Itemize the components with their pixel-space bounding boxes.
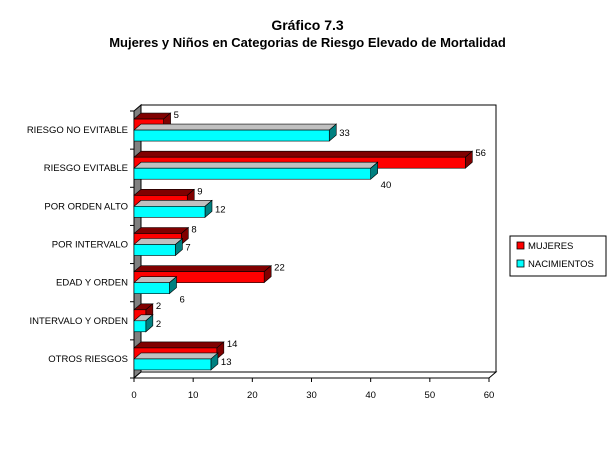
data-label: 5	[174, 110, 179, 121]
chart-title-block: Gráfico 7.3 Mujeres y Niños en Categoria…	[0, 16, 615, 52]
category-label: RIESGO EVITABLE	[44, 163, 128, 174]
legend-label: MUJERES	[528, 241, 573, 252]
category-label: EDAD Y ORDEN	[56, 278, 128, 289]
bar	[133, 320, 147, 333]
bar	[133, 206, 206, 218]
data-label: 12	[215, 204, 226, 215]
data-label: 8	[191, 225, 196, 236]
bar	[133, 358, 212, 371]
chart-subtitle: Mujeres y Niños en Categorias de Riesgo …	[109, 35, 506, 50]
bar-top-face	[133, 189, 196, 196]
category-label: INTERVALO Y ORDEN	[29, 316, 128, 327]
data-label: 6	[180, 295, 185, 306]
bar-top-face	[133, 161, 379, 169]
data-label: 40	[381, 180, 392, 191]
chart-title: Gráfico 7.3	[271, 17, 344, 33]
plot-floor	[132, 371, 498, 379]
data-label: 33	[339, 128, 350, 139]
category-label: POR INTERVALO	[52, 240, 128, 251]
bar	[133, 129, 330, 142]
x-tick-label: 40	[365, 390, 376, 401]
x-tick-label: 50	[425, 390, 436, 401]
bar-top-face	[133, 341, 225, 349]
data-label: 14	[227, 339, 238, 350]
x-tick-label: 0	[131, 390, 136, 401]
bar-top-face	[133, 352, 219, 360]
data-label: 2	[156, 319, 161, 330]
data-label: 2	[156, 301, 161, 312]
bar	[133, 167, 371, 180]
bar-top-face	[133, 227, 190, 234]
bar	[133, 244, 176, 256]
bar-top-face	[133, 123, 338, 131]
plot-back-wall	[140, 104, 497, 373]
bar-top-face	[133, 238, 184, 245]
x-tick-label: 30	[306, 390, 317, 401]
category-label: POR ORDEN ALTO	[44, 201, 128, 212]
data-label: 7	[185, 243, 190, 254]
data-label: 56	[475, 148, 486, 159]
bar-top-face	[133, 150, 474, 158]
x-tick-label: 20	[247, 390, 258, 401]
x-tick-label: 60	[484, 390, 495, 401]
bar	[133, 282, 170, 294]
legend-label: NACIMIENTOS	[528, 259, 594, 270]
data-label: 22	[274, 263, 285, 274]
legend-swatch	[516, 259, 525, 268]
data-label: 9	[197, 186, 202, 197]
legend-box	[509, 235, 607, 277]
category-label: OTROS RIESGOS	[48, 354, 128, 365]
category-label: RIESGO NO EVITABLE	[27, 125, 128, 136]
bar-top-face	[133, 200, 213, 207]
legend-swatch	[516, 241, 525, 250]
bar-top-face	[133, 265, 272, 272]
bar	[133, 271, 265, 283]
data-label: 13	[221, 357, 232, 368]
x-tick-label: 10	[188, 390, 199, 401]
